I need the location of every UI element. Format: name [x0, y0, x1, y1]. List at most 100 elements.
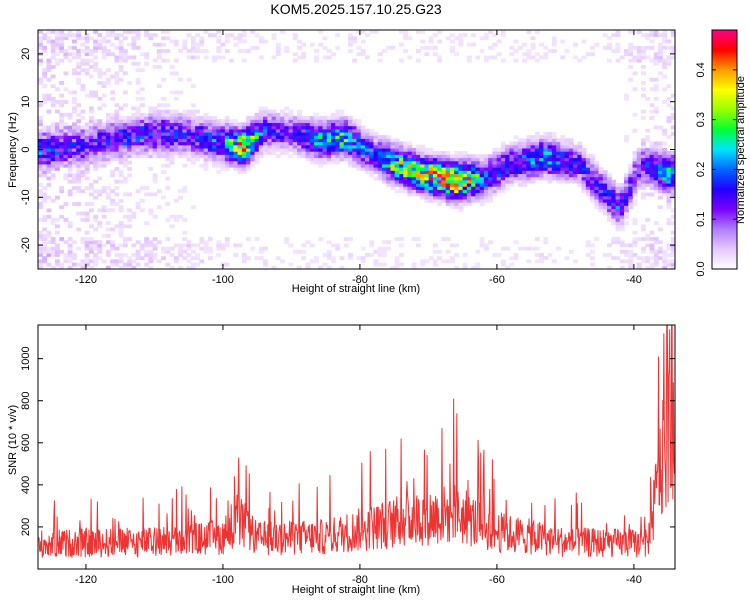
spectrogram-cell — [297, 125, 302, 130]
spectrogram-cell — [598, 170, 604, 174]
spectrogram-cell — [161, 163, 166, 168]
spectrogram-cell — [190, 160, 196, 165]
spectrogram-cell — [169, 141, 175, 146]
spectrogram-cell — [662, 30, 668, 34]
spectrogram-cell — [373, 170, 379, 174]
spectrogram-cell — [670, 259, 675, 264]
spectrogram-cell — [632, 87, 638, 92]
spectrogram-cell — [526, 179, 532, 184]
spectrogram-cell — [88, 237, 94, 241]
spectrogram-cell — [309, 160, 315, 165]
spectrogram-cell — [607, 42, 612, 47]
spectrogram-cell — [224, 157, 230, 162]
spectrogram-cell — [573, 144, 578, 149]
spectrogram-cell — [169, 144, 175, 149]
spectrogram-cell — [543, 144, 549, 149]
spectrogram-cell — [645, 256, 651, 261]
spectrogram-cell — [534, 58, 540, 63]
spectrogram-cell — [110, 74, 116, 79]
spectrogram-cell — [59, 125, 65, 130]
spectrogram-cell — [59, 103, 65, 108]
spectrogram-cell — [462, 157, 468, 162]
spectrogram-cell — [263, 131, 268, 136]
spectrogram-cell — [624, 49, 629, 53]
spectrogram-cell — [182, 237, 188, 241]
spectrogram-cell — [186, 240, 192, 245]
spectrogram-cell — [326, 144, 332, 149]
spectrogram-cell — [488, 173, 493, 178]
spectrogram-cell — [110, 208, 116, 213]
spectrogram-cell — [403, 141, 409, 146]
spectrogram-cell — [186, 125, 192, 130]
spectrogram-cell — [602, 205, 608, 210]
spectrogram-cell — [560, 55, 566, 60]
spectrogram-cell — [471, 189, 477, 194]
spectrogram-cell — [110, 33, 116, 37]
spectrogram-cell — [105, 221, 111, 225]
spectrogram-cell — [386, 167, 392, 171]
spectrogram-cell — [258, 256, 264, 261]
spectrogram-cell — [628, 192, 634, 197]
spectrogram-cell — [331, 243, 336, 248]
spectrogram-cell — [445, 189, 451, 194]
spectrogram-cell — [594, 192, 600, 197]
spectrogram-cell — [190, 265, 196, 269]
spectrogram-cell — [105, 265, 111, 269]
spectrogram-cell — [458, 176, 464, 181]
spectrogram-cell — [88, 131, 94, 136]
spectrogram-cell — [360, 256, 366, 261]
spectrogram-cell — [38, 259, 43, 264]
spectrogram-cell — [207, 154, 213, 159]
spectrogram-cell — [377, 163, 383, 168]
spectrogram-cell — [666, 160, 672, 165]
spectrogram-cell — [377, 173, 383, 178]
spectrogram-cell — [513, 167, 519, 171]
spectrogram-cell — [398, 154, 404, 159]
spectrogram-cell — [411, 265, 417, 269]
spectrogram-cell — [152, 246, 158, 251]
spectrogram-cell — [254, 138, 260, 143]
spectrogram-cell — [551, 138, 557, 143]
spectrogram-cell — [178, 195, 183, 200]
spectrogram-cell — [628, 170, 634, 174]
spectrogram-cell — [229, 131, 234, 136]
spectrogram-cell — [513, 176, 519, 181]
spectrogram-cell — [331, 160, 336, 165]
spectrogram-cell — [271, 122, 277, 127]
spectrogram-cell — [547, 131, 553, 136]
spectrogram-cell — [50, 198, 56, 203]
spectrogram-cell — [275, 138, 281, 143]
spectrogram-cell — [641, 147, 646, 152]
spectrogram-cell — [67, 30, 73, 34]
spectrogram-cell — [551, 167, 557, 171]
spectrogram-cell — [71, 240, 77, 245]
spectrogram-cell — [258, 246, 264, 251]
spectrogram-cell — [110, 198, 116, 203]
spectrogram-cell — [54, 30, 60, 34]
spectrogram-cell — [619, 189, 625, 194]
spectrogram-cell — [488, 55, 493, 60]
spectrogram-cell — [530, 173, 536, 178]
spectrogram-cell — [118, 122, 124, 127]
spectrogram-cell — [377, 144, 383, 149]
spectrogram-cell — [564, 138, 570, 143]
spectrogram-cell — [42, 147, 48, 152]
spectrogram-cell — [585, 173, 591, 178]
spectrogram-cell — [284, 112, 290, 117]
spectrogram-cell — [148, 36, 154, 41]
spectrogram-cell — [348, 39, 353, 44]
spectrogram-cell — [517, 144, 523, 149]
spectrogram-cell — [356, 135, 362, 139]
spectrogram-cell — [534, 135, 540, 139]
spectrogram-cell — [216, 135, 222, 139]
spectrogram-cell — [568, 138, 574, 143]
spectrogram-cell — [165, 237, 171, 241]
spectrogram-cell — [602, 33, 608, 37]
spectrogram-cell — [547, 147, 553, 152]
spectrogram-cell — [131, 106, 137, 111]
spectrogram-cell — [653, 189, 659, 194]
spectrogram-cell — [653, 259, 659, 264]
spectrogram-cell — [152, 179, 158, 184]
spectrogram-cell — [649, 141, 655, 146]
spectrogram-cell — [645, 176, 651, 181]
